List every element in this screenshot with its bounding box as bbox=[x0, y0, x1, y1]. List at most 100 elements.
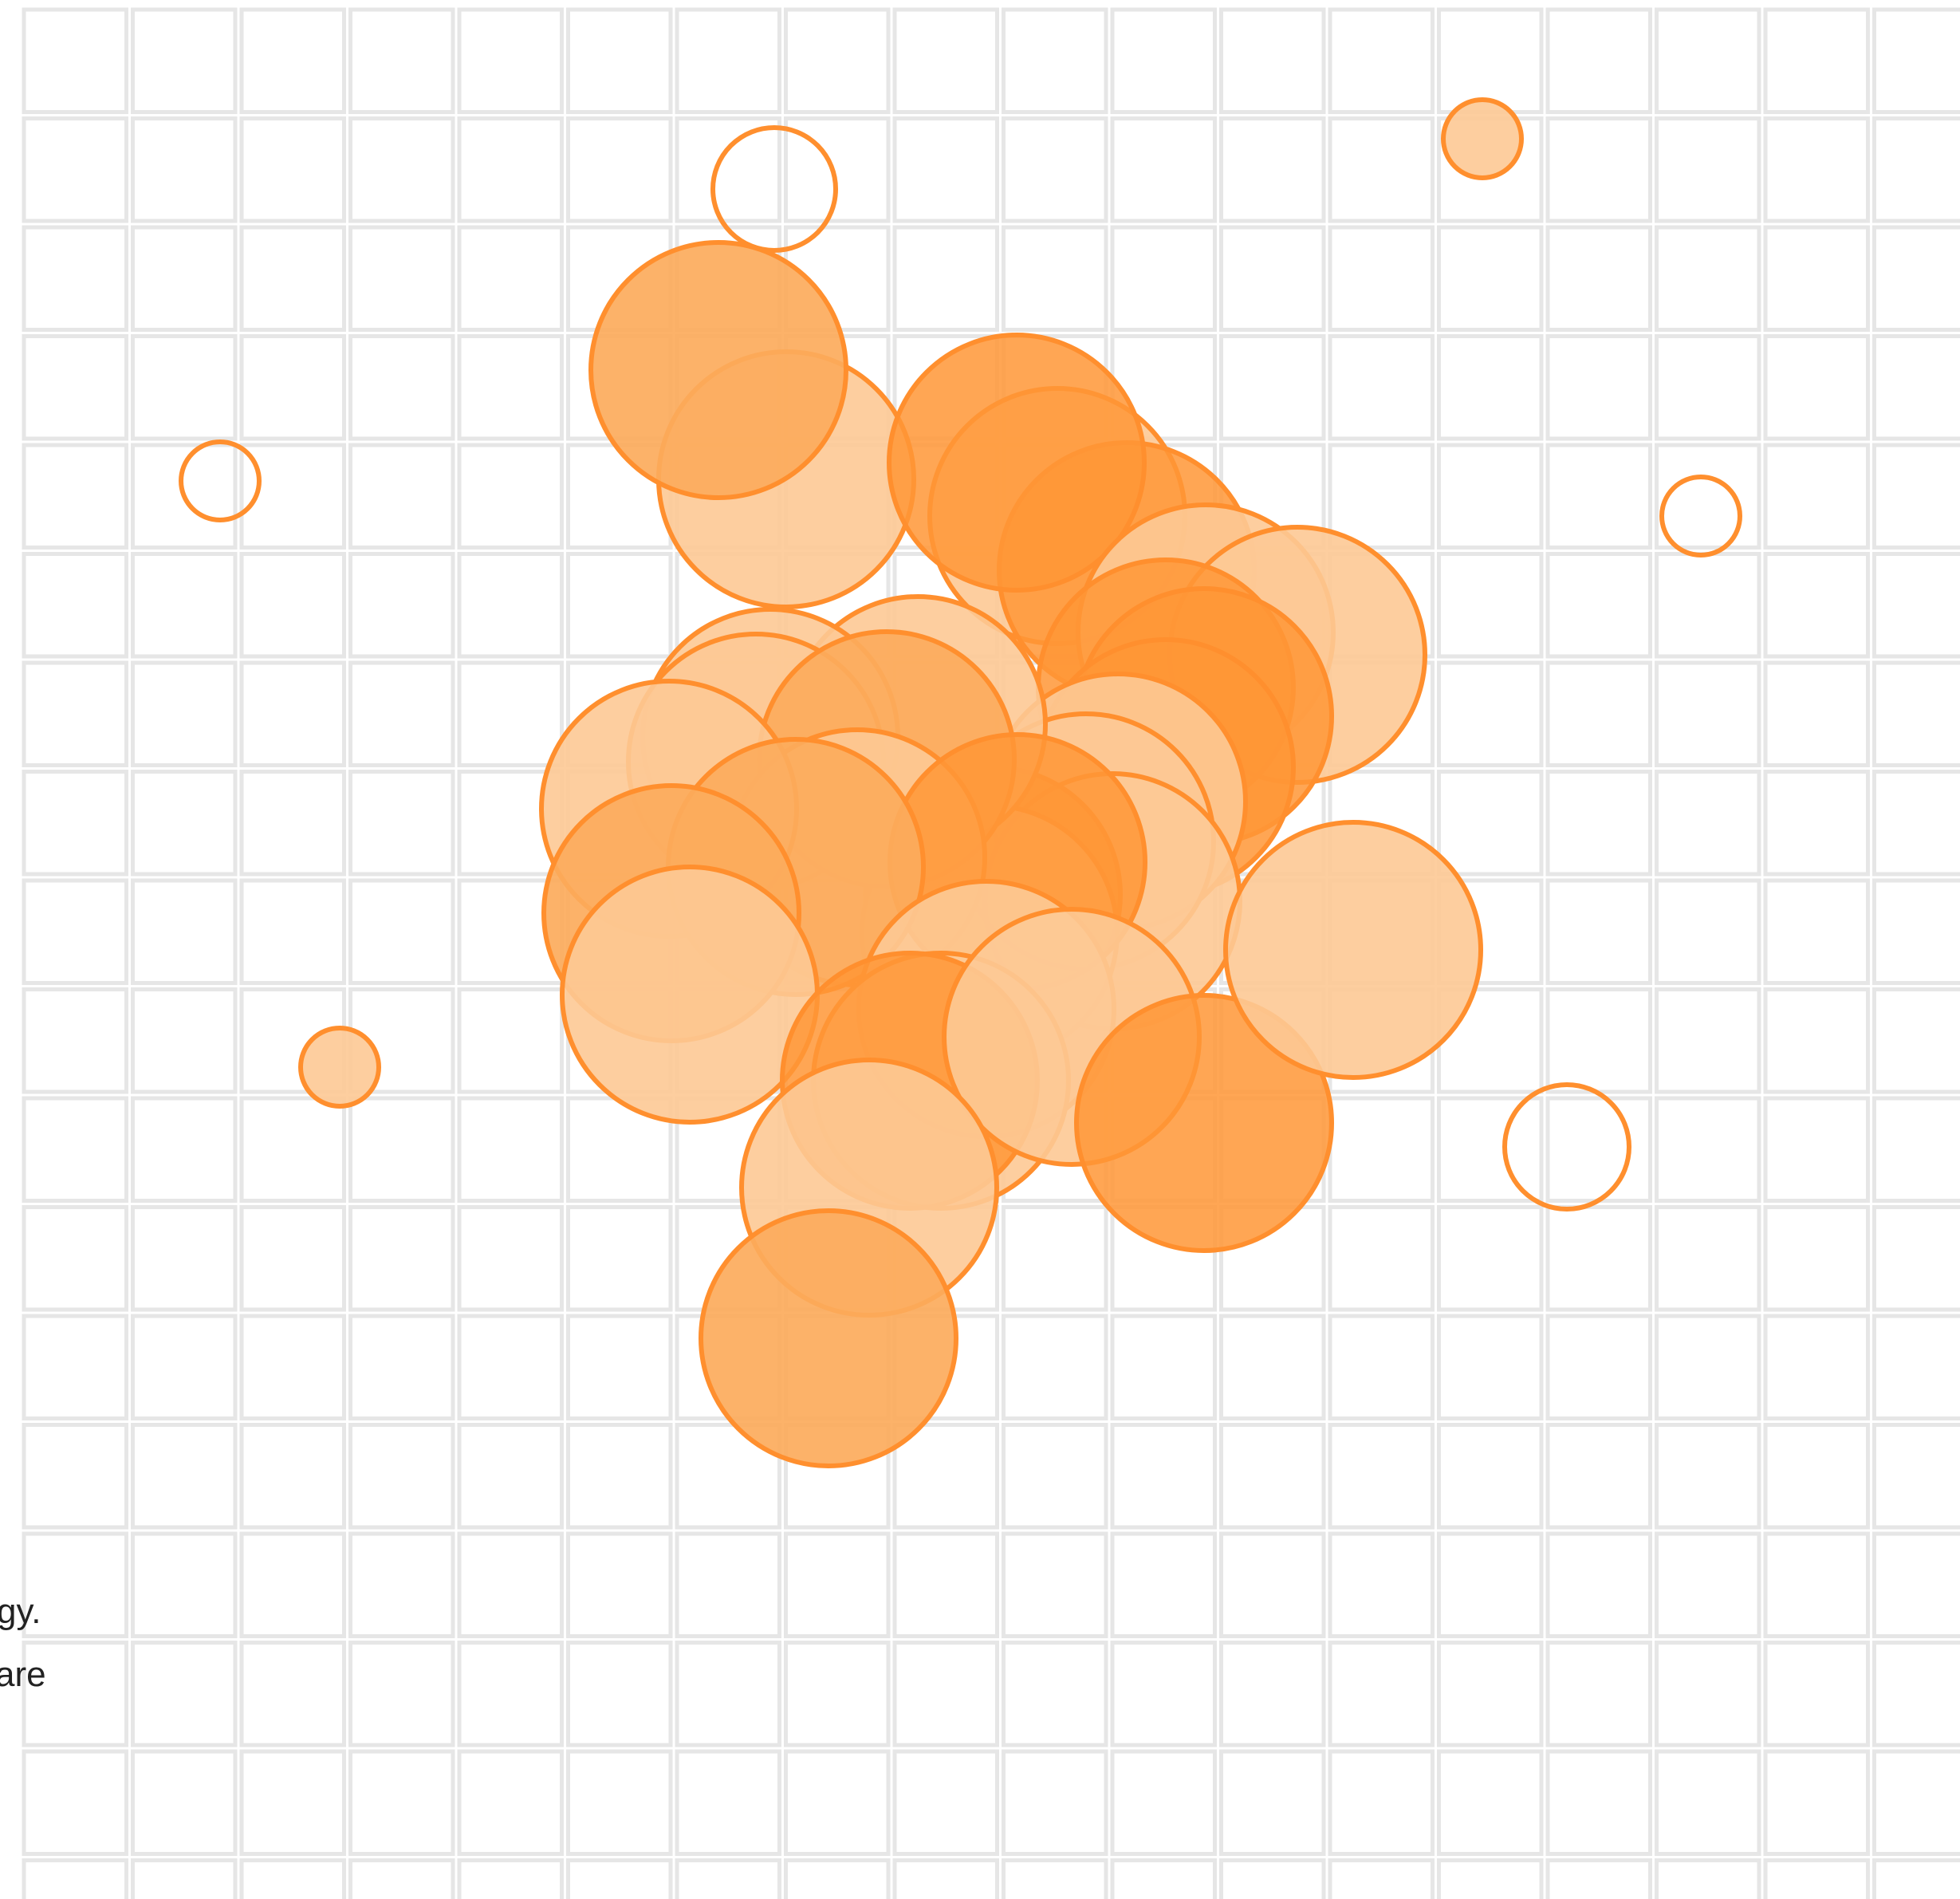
grid-cell bbox=[457, 1423, 564, 1530]
grid-cell bbox=[239, 1749, 346, 1856]
grid-cell bbox=[1328, 443, 1435, 550]
grid-cell bbox=[1110, 225, 1217, 332]
grid-cell bbox=[892, 7, 999, 114]
grid-cell bbox=[1655, 987, 1761, 1094]
grid-cell bbox=[1655, 1641, 1761, 1747]
grid-cell bbox=[131, 1096, 238, 1203]
grid-cell bbox=[1545, 878, 1652, 985]
grid-cell bbox=[457, 225, 564, 332]
grid-cell bbox=[1655, 1423, 1761, 1530]
grid-cell bbox=[566, 116, 673, 223]
grid-cell bbox=[1655, 225, 1761, 332]
grid-cell bbox=[1002, 225, 1108, 332]
grid-cell bbox=[1219, 1531, 1326, 1638]
grid-cell bbox=[892, 116, 999, 223]
grid-cell bbox=[1437, 1858, 1544, 1899]
bubble-hollow-right bbox=[1659, 475, 1742, 557]
grid-cell bbox=[1437, 7, 1544, 114]
bubble bbox=[887, 333, 1147, 593]
grid-cell bbox=[1763, 660, 1870, 767]
grid-cell bbox=[457, 1531, 564, 1638]
grid-cell bbox=[131, 1858, 238, 1899]
grid-cell bbox=[784, 7, 891, 114]
grid-cell bbox=[1219, 7, 1326, 114]
grid-cell bbox=[1763, 443, 1870, 550]
grid-cell bbox=[1110, 1858, 1217, 1899]
grid-cell bbox=[1545, 1205, 1652, 1312]
grid-cell bbox=[1219, 1858, 1326, 1899]
grid-cell bbox=[1655, 1205, 1761, 1312]
grid-cell bbox=[457, 552, 564, 659]
grid-cell bbox=[784, 1749, 891, 1856]
grid-cell bbox=[1437, 225, 1544, 332]
grid-cell bbox=[1763, 1314, 1870, 1420]
grid-cell bbox=[1110, 1641, 1217, 1747]
grid-cell bbox=[239, 1314, 346, 1420]
grid-cell bbox=[131, 770, 238, 877]
grid-cell bbox=[1328, 7, 1435, 114]
grid-cell bbox=[1545, 1096, 1652, 1203]
grid-cell bbox=[1328, 334, 1435, 441]
grid-cell bbox=[892, 225, 999, 332]
grid-cell bbox=[1872, 443, 1960, 550]
grid-cell bbox=[1763, 7, 1870, 114]
grid-cell bbox=[1002, 1531, 1108, 1638]
grid-cell bbox=[1655, 334, 1761, 441]
grid-cell bbox=[239, 660, 346, 767]
grid-cell bbox=[22, 1423, 128, 1530]
grid-cell bbox=[1872, 987, 1960, 1094]
grid-cell bbox=[1872, 1531, 1960, 1638]
grid-cell bbox=[22, 334, 128, 441]
grid-cell bbox=[1545, 1423, 1652, 1530]
grid-cell bbox=[1872, 1641, 1960, 1747]
grid-cell bbox=[1545, 116, 1652, 223]
grid-cell bbox=[1872, 770, 1960, 877]
grid-cell bbox=[1763, 1423, 1870, 1530]
grid-cell bbox=[22, 987, 128, 1094]
bubble-cluster bbox=[179, 97, 1742, 1468]
grid-cell bbox=[1437, 1314, 1544, 1420]
grid-cell bbox=[457, 443, 564, 550]
grid-cell bbox=[566, 1314, 673, 1420]
grid-cell bbox=[1437, 334, 1544, 441]
grid-cell bbox=[131, 1531, 238, 1638]
grid-cell bbox=[457, 1641, 564, 1747]
grid-cell bbox=[675, 1531, 781, 1638]
grid-cell bbox=[1872, 334, 1960, 441]
bubble-small-top-right bbox=[1441, 97, 1524, 180]
grid-cell bbox=[1437, 770, 1544, 877]
grid-cell bbox=[1545, 334, 1652, 441]
grid-cell bbox=[239, 552, 346, 659]
grid-cell bbox=[348, 1641, 455, 1747]
grid-cell bbox=[131, 1205, 238, 1312]
grid-cell bbox=[1110, 116, 1217, 223]
grid-cell bbox=[348, 7, 455, 114]
grid-cell bbox=[1545, 1749, 1652, 1856]
grid-cell bbox=[1872, 878, 1960, 985]
grid-cell bbox=[1655, 878, 1761, 985]
grid-cell bbox=[22, 770, 128, 877]
grid-cell bbox=[239, 7, 346, 114]
grid-cell bbox=[1002, 1423, 1108, 1530]
grid-cell bbox=[1437, 552, 1544, 659]
grid-cell bbox=[131, 334, 238, 441]
grid-cell bbox=[1328, 1749, 1435, 1856]
grid-cell bbox=[675, 7, 781, 114]
grid-cell bbox=[22, 1749, 128, 1856]
grid-cell bbox=[1437, 1531, 1544, 1638]
grid-cell bbox=[239, 443, 346, 550]
grid-cell bbox=[566, 1531, 673, 1638]
grid-cell bbox=[131, 552, 238, 659]
caption-line-1: gy. bbox=[0, 1592, 41, 1631]
grid-cell bbox=[1872, 1858, 1960, 1899]
grid-cell bbox=[22, 1314, 128, 1420]
grid-cell bbox=[457, 7, 564, 114]
grid-cell bbox=[239, 1096, 346, 1203]
grid-cell bbox=[1328, 1205, 1435, 1312]
grid-cell bbox=[22, 116, 128, 223]
grid-cell bbox=[131, 1641, 238, 1747]
grid-cell bbox=[1763, 1096, 1870, 1203]
grid-cell bbox=[1655, 1858, 1761, 1899]
grid-cell bbox=[1545, 225, 1652, 332]
